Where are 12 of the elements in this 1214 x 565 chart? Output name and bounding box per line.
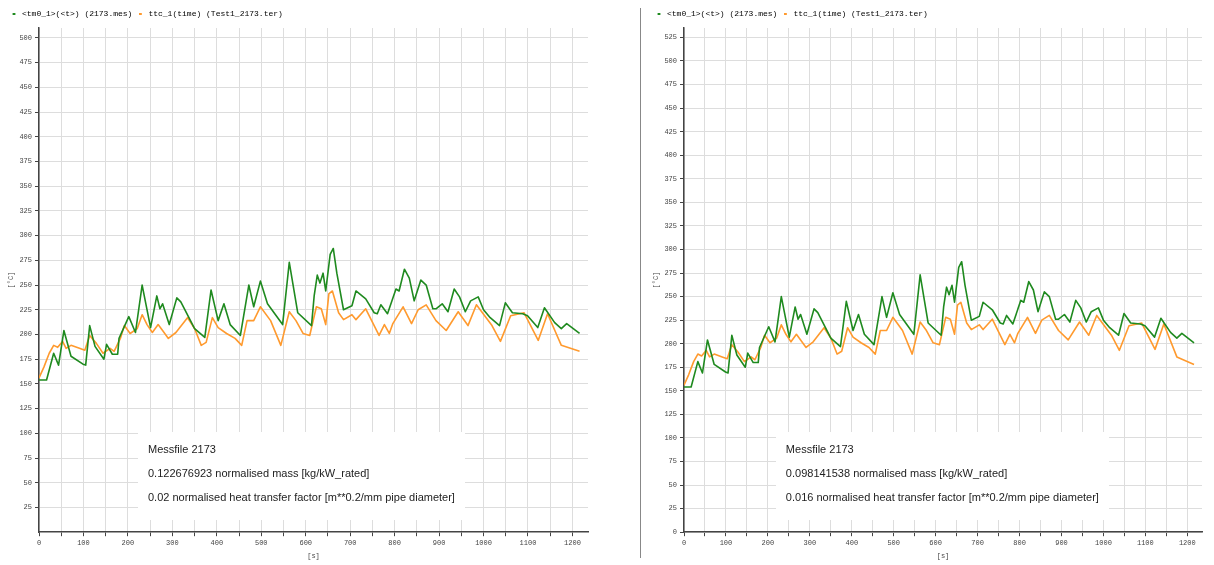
legend-label: <tm0_1>(<t>) (2173.mes) (667, 9, 778, 19)
legend-label: ttc_1(time) (Test1_2173.ter) (148, 9, 283, 19)
annotation: 0.122676923 normalised mass [kg/kW_rated] (148, 466, 371, 480)
annotation: Messfile 2173 (148, 442, 217, 456)
annotation: Messfile 2173 (785, 442, 855, 456)
text-box: Messfile 2173 0.098141538 normalised mass [kg/kW_rated] 0.016 normalised heat transfer factor [m**0.2/mm pipe diameter] (775, 432, 1109, 520)
text-box: Messfile 2173 0.122676923 normalised mass [kg/kW_rated] 0.02 normalised heat transfer factor [m**0.2/mm pipe diameter] (138, 432, 465, 520)
legend-label: ttc_1(time) (Test1_2173.ter) (793, 9, 928, 19)
annotation: 0.02 normalised heat transfer factor [m**0.2/mm pipe diameter] (148, 490, 455, 504)
annotation: 0.098141538 normalised mass [kg/kW_rated] (785, 466, 1009, 480)
annotation: 0.016 normalised heat transfer factor [m**0.2/mm pipe diameter] (785, 490, 1099, 504)
legend-label: <tm0_1>(<t>) (2173.mes) (22, 9, 133, 19)
